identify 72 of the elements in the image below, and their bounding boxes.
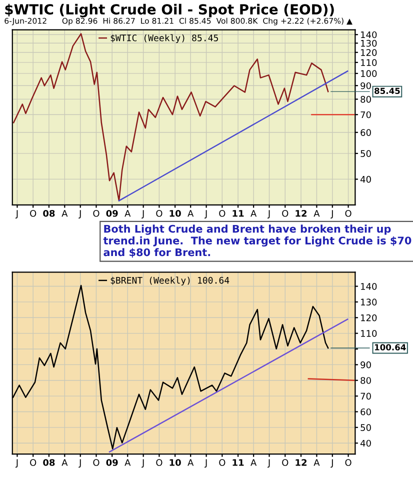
x-tick-label: J — [330, 459, 333, 468]
y-tick-label: 100 — [361, 70, 377, 77]
x-tick-label: O — [156, 459, 162, 466]
y-tick-label: 60 — [360, 129, 371, 136]
annotation: 85.45 — [374, 88, 400, 94]
y-tick-label: 40 — [360, 176, 371, 183]
x-tick-label: J — [330, 210, 333, 218]
y-tick-label: 60 — [360, 408, 371, 416]
y-tick-label: 90 — [360, 361, 371, 368]
x-tick-label: A — [314, 459, 320, 466]
x-tick-label: 10 — [170, 210, 181, 217]
y-tick-label: 120 — [361, 314, 377, 322]
x-tick-label: J — [15, 210, 18, 218]
y-tick-label: 140 — [361, 283, 377, 290]
y-tick-label: 80 — [360, 377, 371, 384]
x-tick-label: O — [345, 210, 352, 217]
x-tick-label: A — [250, 210, 257, 217]
x-tick-label: 08 — [43, 459, 55, 466]
x-tick-label: O — [219, 210, 226, 217]
y-tick-label: 140 — [361, 31, 377, 38]
x-tick-label: J — [142, 210, 144, 218]
x-tick-label: J — [204, 459, 207, 468]
annotation: 100.64 — [374, 344, 406, 350]
legend-label: $WTIC (Weekly) 85.45 — [110, 34, 218, 44]
y-tick-label: 50 — [360, 424, 371, 431]
y-tick-label: 130 — [361, 40, 377, 47]
y-tick-label: 70 — [360, 392, 371, 400]
x-tick-label: O — [30, 210, 36, 217]
x-tick-label: O — [156, 210, 162, 217]
x-tick-label: O — [93, 459, 100, 466]
x-tick-label: J — [267, 459, 270, 468]
y-tick-label: 110 — [361, 330, 377, 337]
x-tick-label: 12 — [296, 459, 307, 466]
x-tick-label: A — [62, 459, 68, 466]
x-tick-label: O — [93, 210, 100, 217]
y-tick-label: 90 — [360, 82, 371, 90]
x-tick-label: 12 — [296, 210, 307, 217]
y-tick-label: 50 — [360, 150, 371, 158]
x-tick-label: O — [30, 459, 36, 466]
x-tick-label: O — [219, 459, 226, 466]
x-tick-label: A — [62, 210, 68, 217]
x-tick-label: O — [282, 459, 288, 466]
x-tick-label: A — [314, 210, 320, 217]
y-tick-label: 130 — [361, 298, 377, 306]
x-tick-label: 08 — [43, 210, 55, 217]
x-tick-label: O — [345, 459, 352, 466]
x-tick-label: A — [188, 210, 194, 217]
x-tick-label: J — [267, 210, 270, 218]
x-tick-label: J — [78, 210, 81, 218]
y-tick-label: 120 — [361, 49, 377, 56]
line-series — [12, 33, 329, 202]
y-tick-label: 70 — [360, 111, 371, 118]
x-tick-label: A — [188, 459, 194, 466]
x-tick-label: 11 — [232, 210, 244, 217]
x-tick-label: O — [282, 210, 288, 217]
y-tick-label: 110 — [361, 59, 377, 66]
text: Both Light Crude and Brent have broken their up trend.in June. The new target for Light Crude is $70 and $80 for Brent. — [103, 224, 412, 258]
x-tick-label: A — [124, 459, 131, 466]
x-tick-label: A — [250, 459, 257, 466]
x-tick-label: J — [78, 459, 81, 468]
legend-label: $BRENT (Weekly) 100.64 — [110, 276, 230, 286]
x-tick-label: 09 — [106, 459, 118, 466]
x-tick-label: 11 — [232, 459, 244, 466]
y-tick-label: 40 — [360, 440, 371, 447]
x-tick-label: 10 — [170, 459, 181, 466]
y-tick-label: 80 — [360, 96, 371, 103]
x-tick-label: J — [142, 459, 144, 468]
x-tick-label: A — [124, 210, 131, 217]
x-tick-label: J — [15, 459, 18, 468]
x-tick-label: 09 — [106, 210, 118, 217]
chart-title: $WTIC (Light Crude Oil - Spot Price (EOD)) — [5, 4, 334, 18]
x-tick-label: J — [204, 210, 207, 218]
